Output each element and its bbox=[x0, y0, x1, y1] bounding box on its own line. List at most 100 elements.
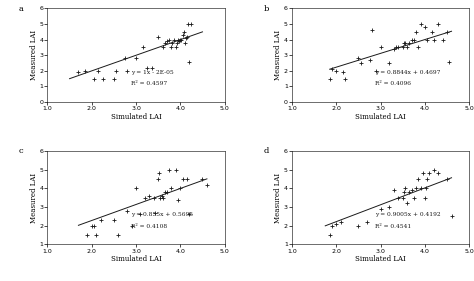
Text: y = 0.8844x + 0.4697: y = 0.8844x + 0.4697 bbox=[375, 70, 441, 75]
Point bbox=[121, 56, 129, 61]
Point bbox=[177, 37, 185, 42]
Point bbox=[141, 195, 149, 200]
Text: y = 0.9005x + 0.4192: y = 0.9005x + 0.4192 bbox=[375, 212, 441, 217]
Point bbox=[97, 218, 104, 222]
Point bbox=[88, 223, 95, 228]
Point bbox=[339, 70, 347, 75]
Point bbox=[169, 40, 176, 45]
Point bbox=[146, 194, 153, 198]
Point bbox=[176, 39, 183, 44]
Point bbox=[174, 197, 182, 202]
Point bbox=[183, 34, 191, 39]
Y-axis label: Measured LAI: Measured LAI bbox=[30, 173, 38, 223]
Text: R² = 0.4597: R² = 0.4597 bbox=[131, 81, 167, 86]
Point bbox=[179, 33, 186, 37]
Text: R² = 0.4096: R² = 0.4096 bbox=[375, 81, 411, 86]
Point bbox=[333, 69, 340, 73]
Point bbox=[386, 61, 393, 65]
Point bbox=[184, 22, 192, 26]
Point bbox=[115, 233, 122, 237]
Point bbox=[417, 22, 424, 26]
Point bbox=[81, 69, 89, 73]
Point bbox=[170, 37, 177, 42]
Point bbox=[392, 45, 400, 50]
Point bbox=[165, 37, 173, 42]
Point bbox=[172, 45, 180, 50]
Point bbox=[185, 212, 193, 217]
Point bbox=[423, 177, 431, 181]
Point bbox=[199, 177, 206, 181]
Point bbox=[110, 218, 118, 222]
Point bbox=[390, 47, 398, 51]
Point bbox=[185, 59, 193, 64]
Point bbox=[412, 30, 420, 34]
Point bbox=[373, 69, 380, 73]
Point bbox=[112, 69, 120, 73]
Point bbox=[163, 39, 171, 44]
Point bbox=[390, 188, 398, 192]
Point bbox=[128, 223, 136, 228]
Y-axis label: Measured LAI: Measured LAI bbox=[274, 30, 283, 80]
Point bbox=[143, 65, 151, 70]
Point bbox=[150, 195, 157, 200]
Point bbox=[159, 45, 166, 50]
Point bbox=[165, 167, 173, 172]
Point bbox=[333, 222, 340, 226]
Point bbox=[394, 45, 402, 50]
Text: R² = 0.4541: R² = 0.4541 bbox=[375, 224, 411, 229]
Point bbox=[92, 233, 100, 237]
Point bbox=[183, 177, 191, 181]
Point bbox=[443, 30, 451, 34]
Point bbox=[123, 209, 131, 213]
Point bbox=[326, 76, 334, 81]
Text: c: c bbox=[19, 147, 24, 155]
Point bbox=[168, 186, 175, 191]
X-axis label: Simulated LAI: Simulated LAI bbox=[355, 113, 406, 121]
Point bbox=[439, 37, 447, 42]
Point bbox=[408, 37, 415, 42]
Point bbox=[423, 37, 431, 42]
Point bbox=[410, 37, 418, 42]
Point bbox=[430, 37, 438, 42]
Point bbox=[417, 186, 424, 191]
Point bbox=[414, 45, 422, 50]
Point bbox=[181, 40, 189, 45]
Point bbox=[155, 34, 162, 39]
Point bbox=[99, 76, 107, 81]
Point bbox=[151, 210, 158, 215]
Point bbox=[176, 186, 184, 191]
Point bbox=[83, 233, 91, 237]
X-axis label: Simulated LAI: Simulated LAI bbox=[355, 255, 406, 263]
Point bbox=[443, 177, 451, 181]
Point bbox=[159, 195, 166, 200]
Point bbox=[364, 220, 371, 224]
Point bbox=[137, 212, 144, 217]
Point bbox=[156, 195, 164, 200]
Point bbox=[326, 233, 334, 237]
Point bbox=[421, 195, 429, 200]
Point bbox=[403, 201, 411, 205]
Y-axis label: Measured LAI: Measured LAI bbox=[30, 30, 38, 80]
Point bbox=[176, 37, 184, 42]
Text: d: d bbox=[264, 147, 269, 155]
Point bbox=[386, 205, 393, 209]
Point bbox=[341, 76, 349, 81]
Point bbox=[430, 167, 438, 172]
Point bbox=[161, 190, 169, 194]
Point bbox=[403, 45, 411, 50]
Point bbox=[399, 45, 407, 50]
Point bbox=[172, 167, 180, 172]
Point bbox=[446, 59, 453, 64]
Text: b: b bbox=[264, 5, 269, 13]
Point bbox=[74, 70, 82, 75]
Point bbox=[412, 186, 420, 191]
Point bbox=[366, 58, 374, 62]
Point bbox=[401, 186, 409, 191]
Point bbox=[180, 30, 188, 34]
Point bbox=[203, 182, 211, 187]
Point bbox=[161, 40, 169, 45]
Text: y = 1x - 2E-05: y = 1x - 2E-05 bbox=[131, 70, 173, 75]
Point bbox=[158, 194, 165, 198]
Point bbox=[90, 76, 98, 81]
Point bbox=[406, 40, 413, 45]
